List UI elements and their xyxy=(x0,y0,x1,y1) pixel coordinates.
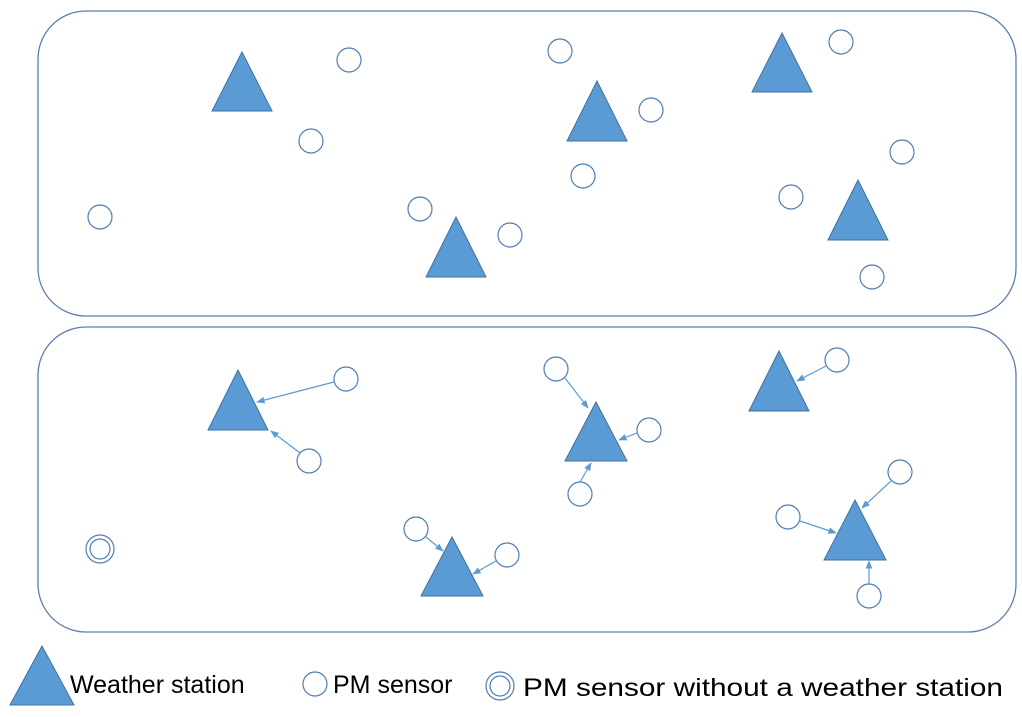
legend-pm-sensor-icon xyxy=(302,671,328,697)
weather-station-icon xyxy=(823,498,887,561)
pm-sensor-icon xyxy=(407,196,433,222)
pm-sensor-icon xyxy=(403,516,429,542)
pm-sensor-icon xyxy=(296,448,322,474)
weather-station-icon xyxy=(207,368,269,431)
pm-sensor-icon xyxy=(336,47,362,73)
assignment-arrow xyxy=(799,520,837,534)
pm-sensor-icon xyxy=(889,139,915,165)
assignment-arrow xyxy=(618,432,638,441)
weather-station-icon xyxy=(211,50,273,112)
legend-pm-sensor-label: PM sensor xyxy=(333,671,452,699)
pm-sensor-icon xyxy=(543,356,569,382)
assignment-arrow xyxy=(270,430,301,454)
pm-sensor-icon xyxy=(567,481,593,507)
pm-sensor-icon xyxy=(570,163,596,189)
legend-pm-sensor-no-station-icon xyxy=(485,671,515,701)
pm-sensor-icon xyxy=(856,583,882,609)
weather-station-icon xyxy=(751,31,813,93)
pm-sensor-icon xyxy=(638,97,664,123)
pm-sensor-icon xyxy=(298,128,324,154)
pm-sensor-icon xyxy=(775,504,801,530)
top-panel xyxy=(37,10,1017,317)
pm-sensor-icon xyxy=(828,29,854,55)
pm-sensor-icon xyxy=(547,38,573,64)
bottom-panel xyxy=(37,326,1017,633)
pm-sensor-icon xyxy=(887,459,913,485)
pm-sensor-no-station-icon xyxy=(85,534,115,564)
pm-sensor-icon xyxy=(87,204,113,230)
weather-station-icon xyxy=(566,79,628,142)
pm-sensor-icon xyxy=(497,222,523,248)
weather-station-icon xyxy=(748,349,810,412)
pm-sensor-icon xyxy=(636,417,662,443)
legend-pm-sensor-no-station-label: PM sensor without a weather station xyxy=(523,674,1003,702)
pm-sensor-icon xyxy=(333,366,359,392)
assignment-arrow xyxy=(579,462,592,483)
pm-sensor-icon xyxy=(824,347,850,373)
weather-station-icon xyxy=(425,215,487,278)
assignment-arrow xyxy=(796,365,827,382)
assignment-arrow xyxy=(425,536,444,552)
assignment-arrow xyxy=(564,377,589,409)
assignment-arrow xyxy=(861,480,892,509)
weather-station-icon xyxy=(564,400,628,462)
pm-sensor-icon xyxy=(494,542,520,568)
assignment-arrow xyxy=(256,381,335,404)
pm-sensor-icon xyxy=(778,184,804,210)
assignment-arrow xyxy=(472,560,497,575)
weather-station-icon xyxy=(827,178,889,241)
legend-weather-station-icon xyxy=(9,644,75,706)
legend: Weather station PM sensor PM sensor with… xyxy=(9,644,1003,706)
legend-weather-station-label: Weather station xyxy=(70,671,245,699)
weather-station-icon xyxy=(420,535,484,597)
pm-sensor-icon xyxy=(859,264,885,290)
